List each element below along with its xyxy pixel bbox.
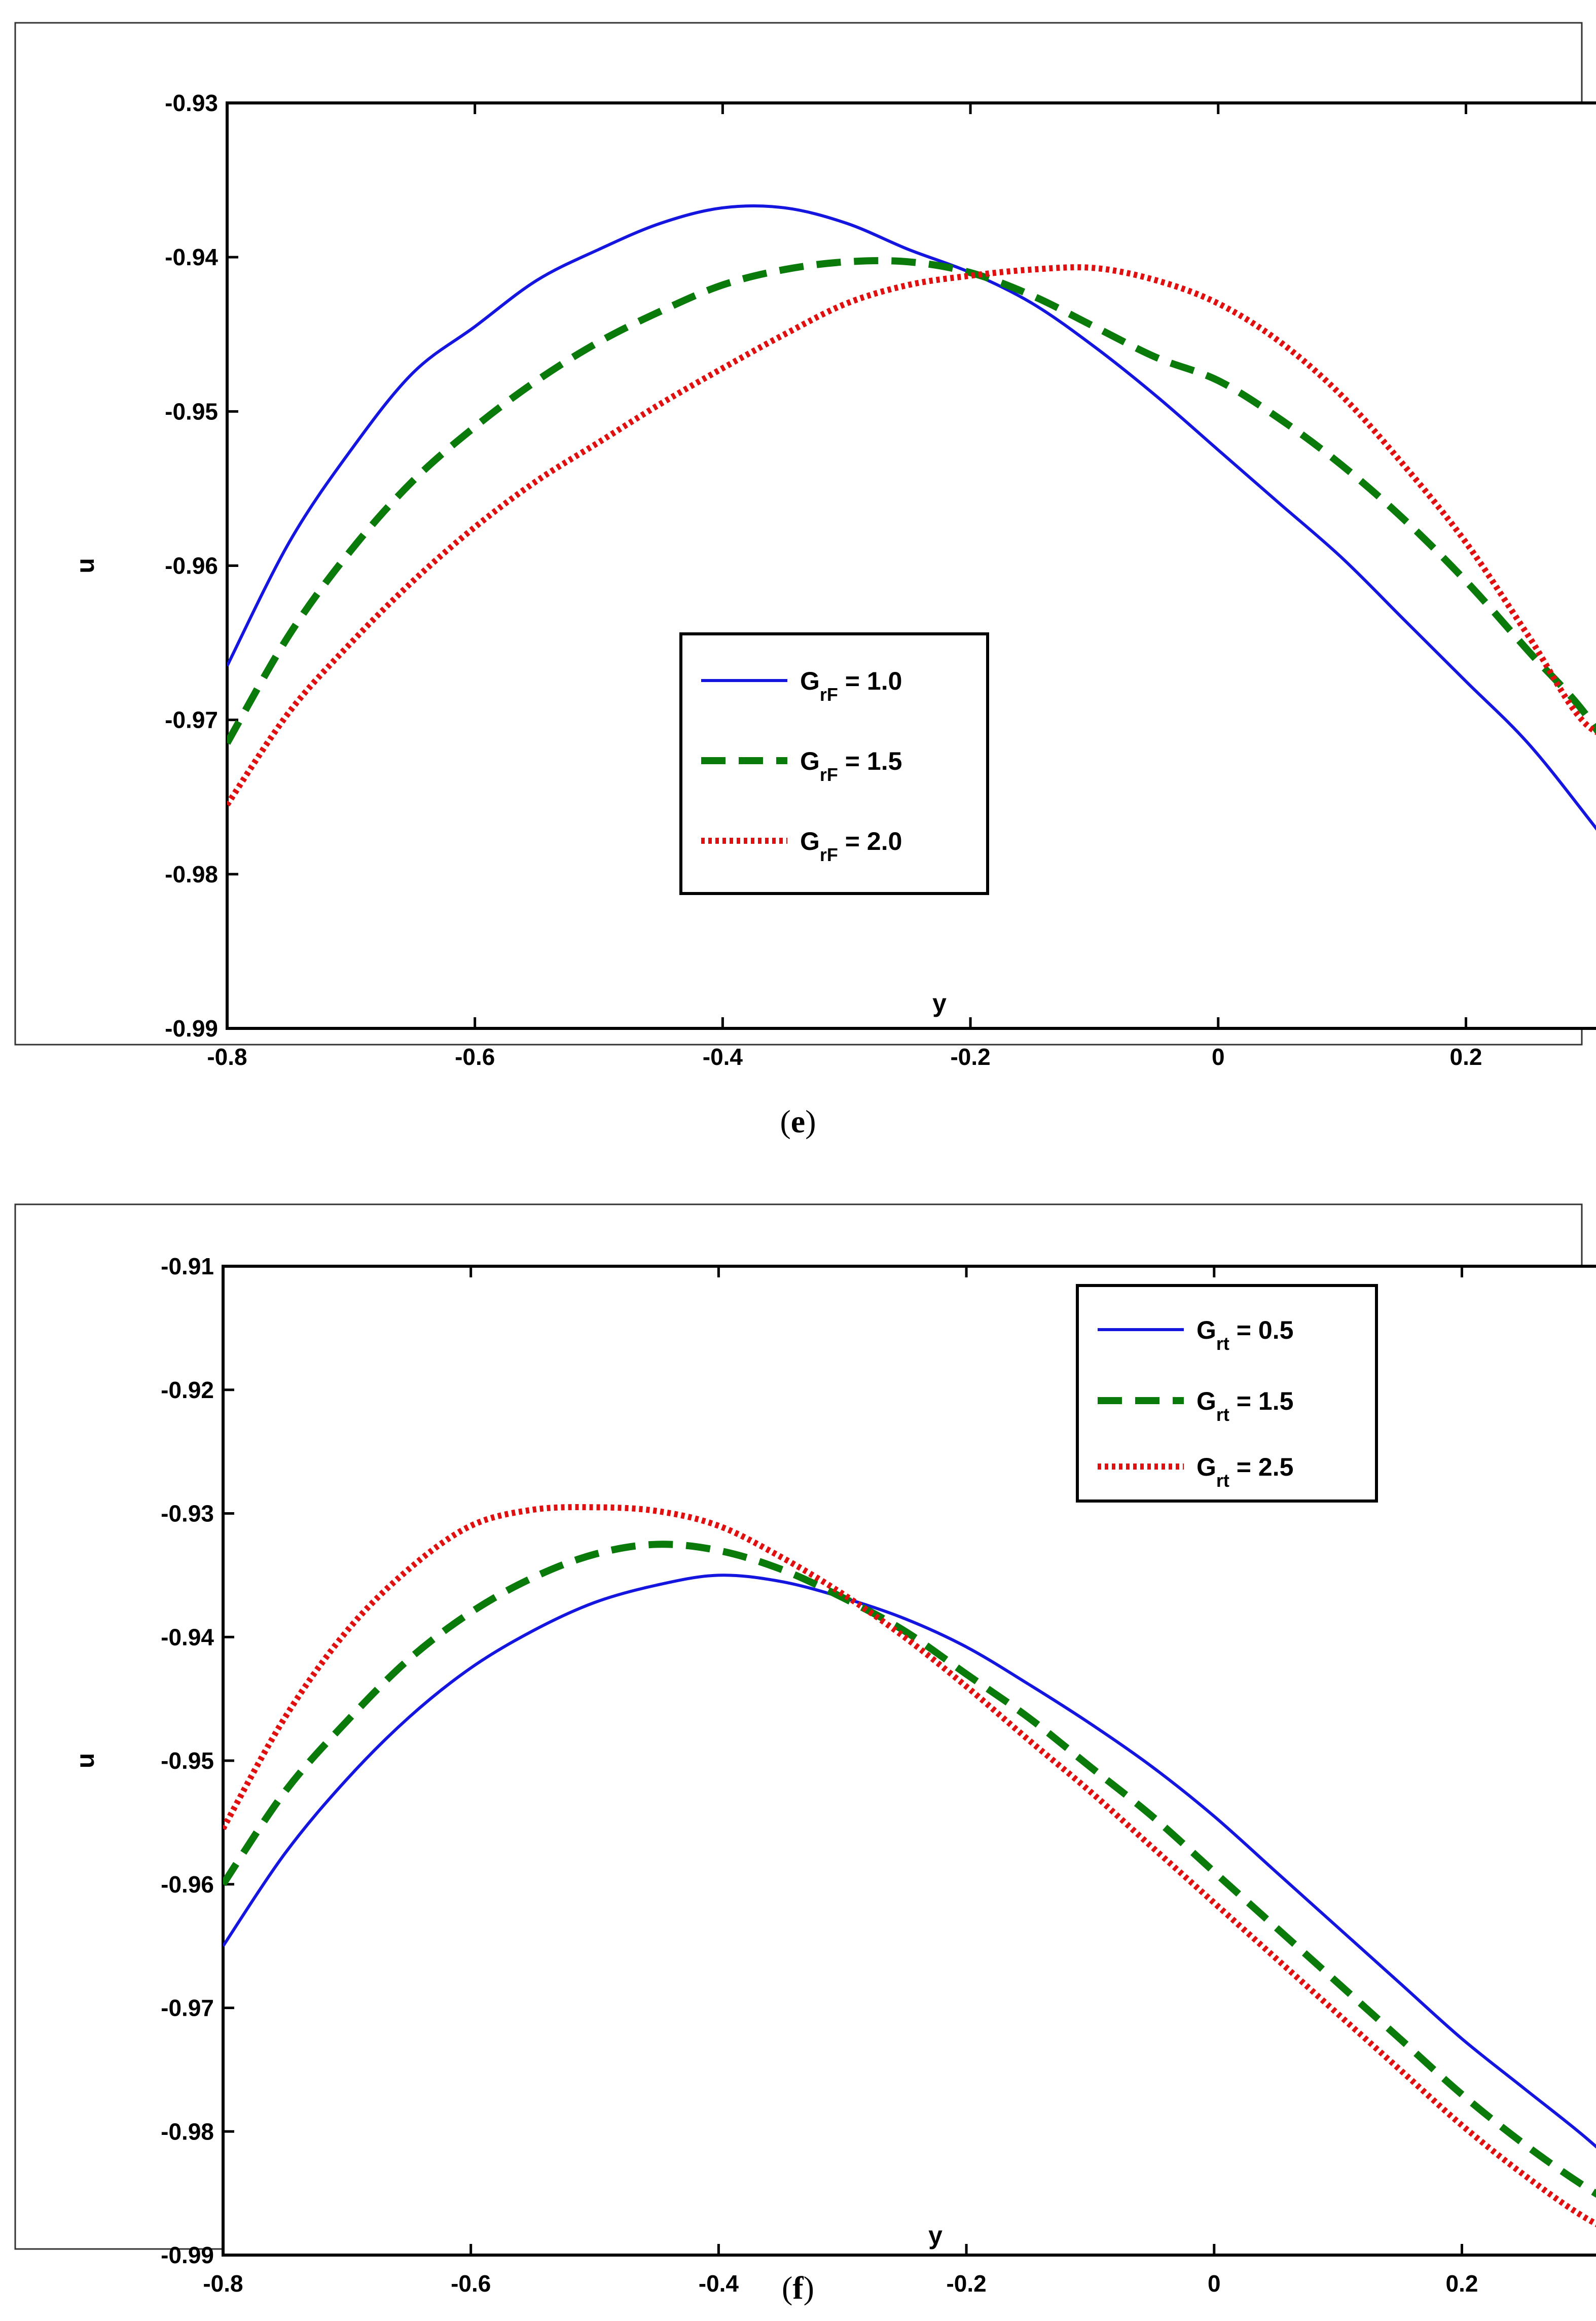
- panel-f: -0.8 -0.6 -0.4 -0.2 0 0.2 -0.91 -0.92 -0.93 -0.94…: [0, 1182, 1596, 2321]
- y-tick-label: -0.99: [165, 1015, 218, 1042]
- y-tick-label: -0.99: [161, 2242, 214, 2268]
- x-tick-label: 0: [1212, 1044, 1225, 1070]
- x-tick-label: -0.8: [207, 1044, 247, 1070]
- legend-label-value: = 1.0: [838, 667, 902, 695]
- y-tick-label: -0.93: [161, 1501, 214, 1527]
- y-tick-label: -0.97: [161, 1995, 214, 2021]
- x-tick-label: -0.2: [946, 2270, 986, 2297]
- legend-label-value: = 2.0: [838, 827, 902, 855]
- panel-e: -0.8 -0.6 -0.4 -0.2 0 0.2 -0.93 -0.94 -0.95 -0.96…: [14, 22, 1596, 1070]
- legend-label-2: GrF = 1.5: [800, 747, 902, 785]
- legend-label-value: = 1.5: [838, 747, 902, 775]
- legend-label-1: GrF = 1.0: [800, 667, 902, 705]
- legend-label-main: G: [1196, 1316, 1216, 1344]
- legend-label-value: = 1.5: [1229, 1387, 1294, 1415]
- series-line-2: [223, 1541, 1596, 2198]
- x-tick-label: -0.2: [950, 1044, 990, 1070]
- y-tick-label: -0.96: [165, 553, 218, 579]
- legend-label-main: G: [800, 747, 820, 775]
- y-tick-label: -0.95: [161, 1747, 214, 1774]
- legend-label-main: G: [1196, 1387, 1216, 1415]
- x-axis-label: y: [932, 989, 947, 1017]
- legend-label-value: = 2.5: [1229, 1453, 1294, 1481]
- legend-box: [679, 632, 989, 895]
- x-tick-label: -0.4: [699, 2270, 739, 2297]
- legend-label-2: Grt = 1.5: [1196, 1387, 1293, 1425]
- x-tick-label: 0.2: [1446, 2270, 1478, 2297]
- plot-area: [222, 1265, 1596, 2257]
- x-tick-label: -0.6: [451, 2270, 491, 2297]
- x-tick-label: 0.2: [1450, 1044, 1482, 1070]
- legend-label-sub: rF: [820, 844, 838, 865]
- x-tick-label: 0: [1208, 2270, 1221, 2297]
- caption-f: (f): [782, 2270, 814, 2306]
- x-tick-label: -0.6: [455, 1044, 495, 1070]
- x-tick-label: -0.8: [203, 2270, 243, 2297]
- y-tick-label: -0.98: [165, 861, 218, 887]
- y-tick-label: -0.92: [161, 1377, 214, 1403]
- series-line-2: [227, 257, 1596, 745]
- y-tick-label: -0.95: [165, 398, 218, 424]
- series-line-3: [223, 1504, 1596, 2228]
- y-axis-label: u: [71, 558, 99, 574]
- caption-e: (e): [780, 1103, 816, 1139]
- y-tick-label: -0.91: [161, 1253, 214, 1279]
- legend-label-3: GrF = 2.0: [800, 827, 902, 865]
- series-line-3: [227, 264, 1596, 807]
- y-tick-label: -0.97: [165, 707, 218, 733]
- x-tick-label: -0.4: [703, 1044, 743, 1070]
- y-axis-label: u: [71, 1753, 99, 1769]
- legend-label-sub: rF: [820, 764, 838, 785]
- legend-label-sub: rt: [1216, 1470, 1229, 1491]
- chart-e: -0.8 -0.6 -0.4 -0.2 0 0.2 -0.93 -0.94 -0.95 -0.96…: [14, 22, 1596, 1070]
- y-tick-label: -0.94: [161, 1624, 214, 1650]
- series-line-1: [223, 1574, 1596, 2149]
- y-tick-label: -0.93: [165, 90, 218, 116]
- caption-e-letter: e: [790, 1103, 806, 1139]
- chart-f: -0.8 -0.6 -0.4 -0.2 0 0.2 -0.91 -0.92 -0.93 -0.94…: [14, 1203, 1596, 2297]
- y-tick-label: -0.96: [161, 1871, 214, 1898]
- legend-label-sub: rt: [1216, 1333, 1229, 1354]
- legend-label-main: G: [800, 827, 820, 855]
- legend-label-main: G: [1196, 1453, 1216, 1481]
- legend-label-3: Grt = 2.5: [1196, 1453, 1293, 1491]
- y-tick-label: -0.98: [161, 2118, 214, 2145]
- legend-label-1: Grt = 0.5: [1196, 1316, 1293, 1354]
- legend-label-sub: rF: [820, 684, 838, 705]
- y-tick-label: -0.94: [165, 244, 218, 270]
- legend-label-sub: rt: [1216, 1404, 1229, 1425]
- caption-f-letter: f: [792, 2270, 804, 2306]
- legend-label-value: = 0.5: [1229, 1316, 1294, 1344]
- legend-label-main: G: [800, 667, 820, 695]
- x-axis-label: y: [928, 2221, 942, 2249]
